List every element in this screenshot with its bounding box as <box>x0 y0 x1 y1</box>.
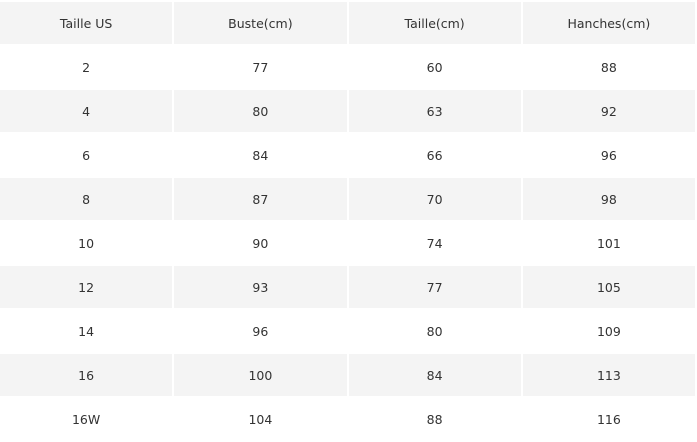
cell-size-us: 16W <box>0 398 173 440</box>
cell-size-us: 16 <box>0 354 173 396</box>
cell-bust: 87 <box>174 178 347 220</box>
cell-waist: 80 <box>348 310 521 352</box>
table-row: 2 77 60 88 <box>0 46 695 88</box>
header-size-us: Taille US <box>0 2 173 44</box>
table-row: 16W 104 88 116 <box>0 398 695 440</box>
cell-bust: 80 <box>174 90 347 132</box>
cell-size-us: 6 <box>0 134 173 176</box>
cell-hips: 96 <box>522 134 695 176</box>
table-row: 14 96 80 109 <box>0 310 695 352</box>
cell-bust: 104 <box>174 398 347 440</box>
cell-waist: 60 <box>348 46 521 88</box>
cell-waist: 88 <box>348 398 521 440</box>
cell-waist: 74 <box>348 222 521 264</box>
cell-size-us: 2 <box>0 46 173 88</box>
cell-hips: 113 <box>522 354 695 396</box>
cell-size-us: 12 <box>0 266 173 308</box>
cell-hips: 109 <box>522 310 695 352</box>
cell-hips: 88 <box>522 46 695 88</box>
cell-hips: 92 <box>522 90 695 132</box>
cell-hips: 116 <box>522 398 695 440</box>
table-row: 12 93 77 105 <box>0 266 695 308</box>
cell-waist: 77 <box>348 266 521 308</box>
cell-waist: 70 <box>348 178 521 220</box>
cell-bust: 90 <box>174 222 347 264</box>
header-bust: Buste(cm) <box>174 2 347 44</box>
table-row: 4 80 63 92 <box>0 90 695 132</box>
cell-bust: 96 <box>174 310 347 352</box>
table-row: 10 90 74 101 <box>0 222 695 264</box>
cell-hips: 105 <box>522 266 695 308</box>
cell-waist: 84 <box>348 354 521 396</box>
cell-bust: 77 <box>174 46 347 88</box>
table-row: 8 87 70 98 <box>0 178 695 220</box>
cell-hips: 98 <box>522 178 695 220</box>
cell-waist: 63 <box>348 90 521 132</box>
cell-waist: 66 <box>348 134 521 176</box>
cell-bust: 100 <box>174 354 347 396</box>
cell-size-us: 4 <box>0 90 173 132</box>
cell-bust: 84 <box>174 134 347 176</box>
cell-size-us: 10 <box>0 222 173 264</box>
table-header-row: Taille US Buste(cm) Taille(cm) Hanches(c… <box>0 2 695 44</box>
cell-hips: 101 <box>522 222 695 264</box>
cell-bust: 93 <box>174 266 347 308</box>
header-waist: Taille(cm) <box>348 2 521 44</box>
header-hips: Hanches(cm) <box>522 2 695 44</box>
table-row: 6 84 66 96 <box>0 134 695 176</box>
table-row: 16 100 84 113 <box>0 354 695 396</box>
cell-size-us: 8 <box>0 178 173 220</box>
cell-size-us: 14 <box>0 310 173 352</box>
